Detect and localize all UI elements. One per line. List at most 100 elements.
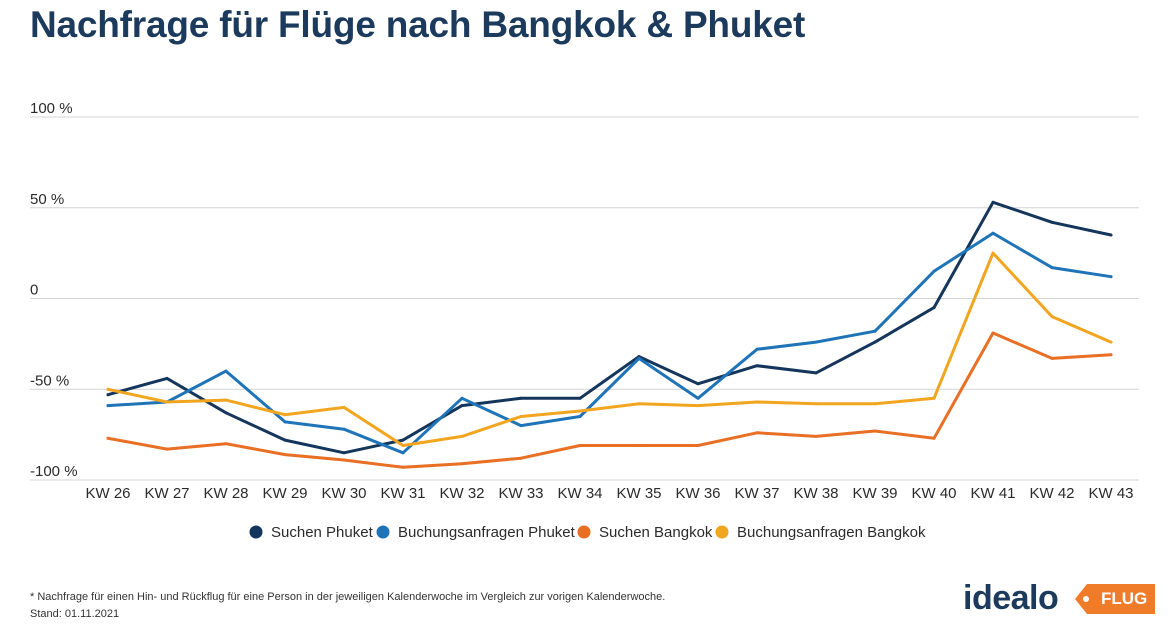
- y-tick-label: 50 %: [30, 191, 64, 208]
- data-point: [283, 453, 287, 457]
- legend-label: Suchen Bangkok: [599, 524, 713, 541]
- data-point: [873, 429, 877, 433]
- series-line: [106, 331, 1113, 469]
- data-point: [637, 444, 641, 447]
- data-point: [106, 436, 110, 440]
- series-line: [106, 231, 1113, 455]
- x-tick-label: KW 36: [675, 485, 720, 502]
- data-point: [519, 424, 523, 428]
- data-point: [1050, 315, 1054, 319]
- data-point: [224, 411, 228, 415]
- data-point: [637, 356, 641, 360]
- x-tick-label: KW 28: [203, 485, 248, 502]
- data-point: [460, 434, 464, 438]
- y-tick-label: 0: [30, 282, 38, 299]
- data-point: [696, 382, 700, 386]
- legend: Suchen Phuket Buchungsanfragen Phuket Such…: [249, 524, 926, 541]
- data-point: [1050, 220, 1054, 224]
- data-point: [991, 200, 995, 204]
- data-point: [991, 251, 995, 255]
- data-point: [1050, 266, 1054, 270]
- data-point: [283, 438, 287, 442]
- x-tick-label: KW 41: [970, 485, 1015, 502]
- data-point: [932, 436, 936, 440]
- data-point: [283, 420, 287, 424]
- data-point: [460, 462, 464, 466]
- data-point: [106, 393, 110, 397]
- x-tick-label: KW 29: [262, 485, 307, 502]
- data-point: [755, 347, 759, 351]
- x-tick-label: KW 40: [911, 485, 956, 502]
- chart-title: Nachfrage für Flüge nach Bangkok & Phuke…: [30, 4, 806, 45]
- legend-marker: [376, 525, 390, 539]
- data-point: [696, 396, 700, 400]
- data-point: [224, 398, 228, 402]
- x-tick-label: KW 39: [852, 485, 897, 502]
- data-point: [755, 400, 759, 404]
- data-point: [519, 415, 523, 418]
- data-point: [460, 396, 464, 400]
- data-point: [1050, 356, 1054, 360]
- data-point: [224, 442, 228, 446]
- data-point: [755, 431, 759, 435]
- data-point: [342, 458, 346, 462]
- legend-label: Buchungsanfragen Phuket: [398, 524, 576, 541]
- logo-wordmark: idealo: [963, 579, 1059, 617]
- data-point: [342, 405, 346, 409]
- data-point: [873, 329, 877, 333]
- data-point: [814, 340, 818, 344]
- legend-marker: [715, 525, 729, 539]
- x-tick-label: KW 35: [616, 485, 661, 502]
- data-point: [1109, 353, 1113, 357]
- series-line: [106, 200, 1113, 455]
- data-point: [460, 404, 464, 408]
- x-tick-label: KW 42: [1029, 485, 1074, 502]
- data-point: [991, 231, 995, 235]
- x-tick-label: KW 31: [380, 485, 425, 502]
- x-tick-label: KW 26: [85, 485, 130, 502]
- x-tick-label: KW 33: [498, 485, 543, 502]
- data-point: [755, 364, 759, 368]
- x-tick-label: KW 38: [793, 485, 838, 502]
- flug-tag-icon: [1075, 584, 1155, 614]
- data-point: [1109, 340, 1113, 344]
- x-tick-label: KW 30: [321, 485, 366, 502]
- data-point: [1109, 275, 1113, 279]
- data-point: [1109, 233, 1113, 237]
- x-tick-label: KW 34: [557, 485, 602, 502]
- data-point: [578, 409, 582, 413]
- legend-marker: [577, 525, 591, 539]
- line-chart: 100 %50 %0-50 %-100 % KW 26 KW 27 KW 28 KW …: [30, 100, 1139, 541]
- footnote-text: * Nachfrage für einen Hin- und Rückflug …: [30, 591, 666, 603]
- data-point: [873, 340, 877, 344]
- data-point: [578, 415, 582, 418]
- data-point: [696, 404, 700, 408]
- y-tick-label: -100 %: [30, 463, 78, 480]
- data-point: [106, 387, 110, 391]
- data-point: [696, 444, 700, 447]
- x-tick-label: KW 37: [734, 485, 779, 502]
- x-tick-label: KW 27: [144, 485, 189, 502]
- data-point: [401, 465, 405, 469]
- data-point: [578, 444, 582, 447]
- x-tick-label: KW 43: [1088, 485, 1133, 502]
- data-point: [519, 396, 523, 400]
- data-point: [578, 396, 582, 400]
- data-point: [401, 451, 405, 455]
- data-point: [873, 402, 877, 406]
- data-point: [342, 451, 346, 455]
- legend-label: Buchungsanfragen Bangkok: [737, 524, 926, 541]
- data-point: [106, 404, 110, 408]
- data-point: [991, 331, 995, 335]
- data-point: [519, 456, 523, 460]
- series-lines: [106, 200, 1113, 469]
- data-point: [814, 371, 818, 375]
- data-point: [814, 402, 818, 406]
- data-point: [342, 427, 346, 431]
- data-point: [401, 438, 405, 442]
- data-point: [932, 269, 936, 273]
- y-tick-label: 100 %: [30, 100, 73, 117]
- data-point: [637, 402, 641, 406]
- date-stamp: Stand: 01.11.2021: [30, 608, 120, 620]
- legend-marker: [249, 525, 263, 539]
